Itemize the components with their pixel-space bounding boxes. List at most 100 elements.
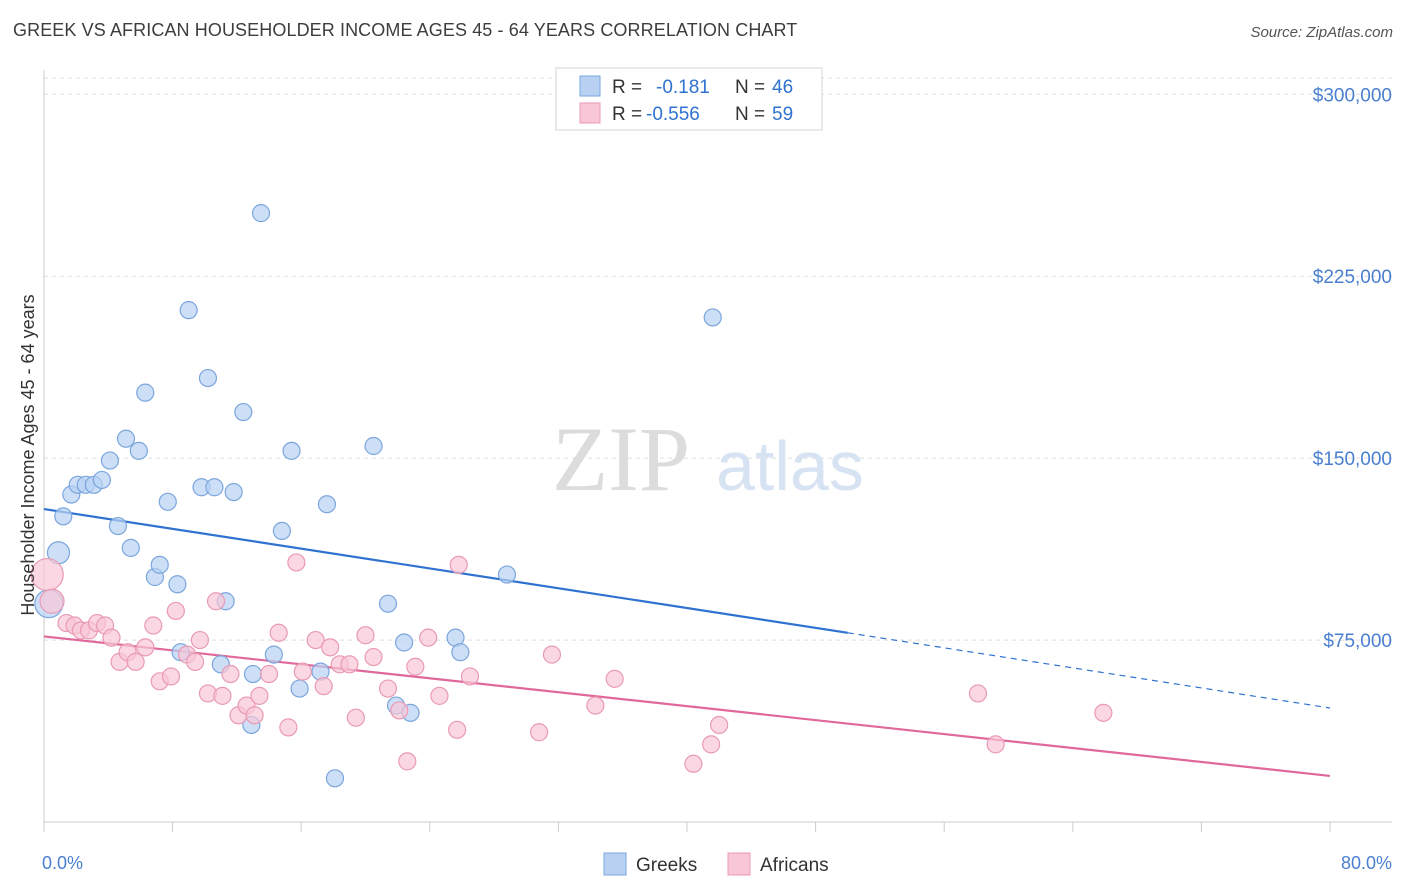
legend-bottom-swatch-africans [727, 852, 751, 876]
greeks-point [116, 429, 136, 448]
legend-r-value-greeks: -0.181 [656, 77, 710, 98]
africans-point [364, 647, 383, 667]
africans-trend-line [43, 635, 1331, 778]
greeks-point [108, 516, 128, 536]
greeks-trend-extension [847, 632, 1331, 709]
data-points [30, 204, 1113, 788]
grid-lines [44, 77, 1392, 641]
africans-point [144, 616, 163, 635]
legend-r-value-africans: -0.556 [646, 104, 700, 125]
africans-point [250, 686, 269, 705]
africans-point [448, 720, 467, 739]
africans-point [702, 735, 721, 754]
y-tick-label: $225,000 [1313, 267, 1392, 288]
africans-point [340, 655, 359, 674]
y-tick-label: $150,000 [1313, 449, 1392, 470]
legend-n-label-greeks: N = [735, 77, 765, 98]
legend-r-label-africans: R = [612, 104, 642, 125]
x-tick-label: 80.0% [1341, 853, 1392, 873]
greeks-trend-line [43, 507, 848, 634]
africans-point [406, 657, 425, 676]
africans-point [190, 630, 210, 650]
legend-bottom-greeks: Greeks [636, 855, 697, 876]
greeks-point [378, 594, 398, 613]
africans-point [530, 723, 549, 742]
watermark-atlas: atlas [716, 427, 864, 505]
axes [43, 70, 1392, 832]
africans-point [398, 752, 417, 771]
greeks-point [129, 441, 148, 460]
africans-point [968, 684, 988, 703]
africans-point [1094, 703, 1113, 722]
watermark-zip: ZIP [552, 408, 690, 510]
africans-point [586, 696, 605, 715]
africans-point [390, 701, 409, 720]
chart-title: GREEK VS AFRICAN HOUSEHOLDER INCOME AGES… [13, 20, 798, 40]
africans-point [206, 592, 226, 611]
greeks-point [272, 521, 292, 541]
greeks-point [198, 368, 218, 388]
y-tick-label: $300,000 [1313, 85, 1392, 106]
tick-labels: $75,000 $150,000 $225,000 $300,000 0.0% 80.0% [42, 85, 1392, 873]
africans-point [293, 662, 312, 681]
africans-point [136, 638, 155, 657]
greeks-point [325, 769, 345, 788]
greeks-point [136, 383, 155, 402]
africans-point [259, 664, 279, 684]
greeks-point [179, 301, 198, 320]
x-tick-label: 0.0% [42, 853, 83, 873]
source-credit: Source: ZipAtlas.com [1250, 24, 1393, 41]
africans-point [605, 669, 624, 688]
legend-swatch-greeks [579, 75, 601, 97]
africans-point [126, 652, 145, 671]
africans-point [186, 652, 205, 671]
greeks-point [224, 482, 243, 502]
greeks-point [394, 633, 414, 652]
africans-point [161, 667, 181, 686]
africans-point [102, 628, 121, 647]
africans-point [684, 754, 703, 773]
africans-point [542, 645, 562, 664]
africans-point [460, 667, 480, 686]
greeks-point [703, 308, 722, 327]
trend-lines [43, 507, 1331, 778]
africans-point [986, 735, 1005, 754]
greeks-point [121, 538, 140, 557]
africans-point [449, 555, 468, 574]
africans-point [710, 715, 729, 735]
bottom-legend: Greeks Africans [603, 852, 829, 876]
legend-bottom-africans: Africans [760, 855, 829, 876]
greeks-point [364, 436, 383, 456]
africans-point [419, 628, 438, 647]
legend-swatch-africans [579, 102, 601, 124]
africans-point [269, 623, 288, 642]
greeks-point [150, 555, 169, 574]
greeks-point [243, 664, 263, 684]
greeks-point [158, 492, 177, 511]
greeks-point [497, 565, 517, 584]
greeks-point [290, 679, 309, 698]
africans-point [314, 677, 333, 696]
greeks-point [282, 441, 301, 460]
africans-point [39, 588, 65, 614]
africans-point [166, 601, 185, 621]
africans-point [346, 708, 365, 727]
legend-n-label-africans: N = [735, 104, 765, 125]
africans-point [378, 679, 398, 698]
greeks-point [92, 470, 111, 490]
greeks-point [317, 495, 337, 514]
top-legend: R = -0.181 N = 46 R = -0.556 N = 59 [555, 67, 823, 131]
africans-point [279, 718, 298, 737]
y-tick-label: $75,000 [1323, 631, 1392, 652]
greeks-point [234, 402, 253, 422]
africans-point [356, 626, 375, 645]
africans-point [245, 706, 264, 725]
greeks-point [100, 451, 120, 470]
watermark: ZIP atlas [552, 408, 864, 510]
legend-r-label-greeks: R = [612, 77, 642, 98]
greeks-point [451, 643, 470, 662]
greeks-point [205, 478, 224, 497]
africans-point [321, 638, 340, 657]
africans-point [306, 630, 325, 650]
